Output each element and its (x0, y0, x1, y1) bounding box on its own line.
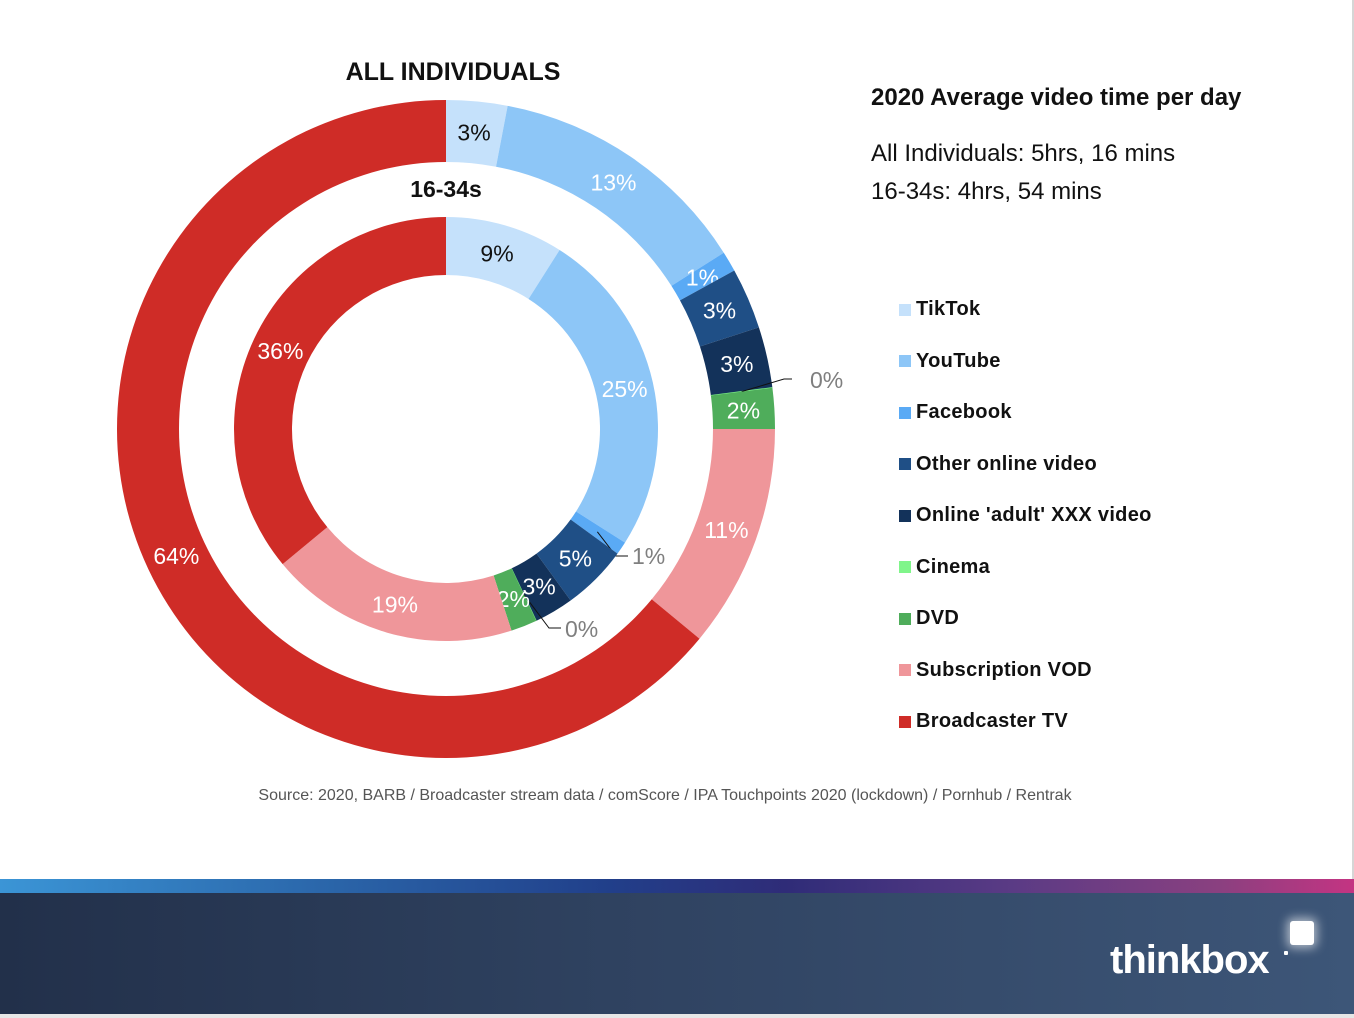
legend: TikTok YouTube Facebook Other online vid… (899, 284, 1152, 748)
outer-ring-slice-other-online-video (679, 270, 759, 347)
outer-ring-label-cinema: 0% (810, 367, 843, 393)
info-line-all-individuals: All Individuals: 5hrs, 16 mins (871, 140, 1176, 167)
inner-ring-title: 16-34s (410, 176, 482, 202)
footer-banner (0, 893, 1354, 1018)
inner-ring-label-facebook: 1% (632, 543, 665, 569)
outer-ring-label-youtube: 13% (590, 170, 636, 196)
footer-gradient-stripe (0, 879, 1354, 893)
outer-ring-slice-tiktok (446, 100, 508, 167)
legend-label: YouTube (916, 349, 1001, 372)
legend-item-dvd: DVD (899, 593, 1152, 645)
inner-ring-slice-subscription-vod (282, 527, 512, 641)
legend-item-tiktok: TikTok (899, 284, 1152, 336)
inner-ring-label-cinema: 0% (565, 616, 598, 642)
inner-ring-label-tiktok: 9% (480, 240, 513, 266)
outer-ring-slice-subscription-vod (651, 429, 775, 639)
logo-dot-icon (1284, 951, 1288, 955)
outer-ring-slice-youtube (496, 105, 724, 286)
outer-ring-slice-online-adult-xxx-video (699, 327, 773, 396)
legend-label: Online 'adult' XXX video (916, 504, 1152, 527)
inner-ring-label-subscription-vod: 19% (372, 592, 418, 618)
outer-ring-label-subscription-vod: 11% (704, 517, 748, 543)
legend-item-other-online-video: Other online video (899, 439, 1152, 491)
legend-item-adult-video: Online 'adult' XXX video (899, 490, 1152, 542)
logo-box-icon (1290, 921, 1314, 945)
legend-swatch (899, 458, 911, 471)
inner-ring-leader-line-cinema (523, 594, 561, 629)
nested-donut-chart: 3%13%1%3%3%0%2%11%64%9%25%1%5%3%0%2%19%3… (116, 99, 843, 758)
outer-ring-slice-broadcaster-tv (116, 99, 700, 758)
outer-ring-leader-line-cinema (741, 378, 792, 393)
inner-ring-slice-youtube (528, 250, 658, 543)
legend-swatch (899, 509, 911, 522)
outer-ring-label-online-adult-xxx-video: 3% (720, 351, 753, 377)
legend-swatch (899, 715, 911, 728)
legend-swatch (899, 561, 911, 574)
legend-item-broadcaster-tv: Broadcaster TV (899, 696, 1152, 748)
slide-edge (1352, 0, 1354, 880)
legend-swatch (899, 664, 911, 677)
inner-ring-label-broadcaster-tv: 36% (257, 338, 303, 364)
outer-ring-label-dvd: 2% (727, 397, 760, 423)
legend-label: Facebook (916, 401, 1012, 424)
inner-ring-label-online-adult-xxx-video: 3% (523, 574, 556, 600)
legend-item-cinema: Cinema (899, 542, 1152, 594)
inner-ring-slice-broadcaster-tv (233, 217, 446, 565)
legend-label: Subscription VOD (916, 658, 1092, 681)
legend-item-subscription-vod: Subscription VOD (899, 645, 1152, 697)
legend-swatch (899, 355, 911, 368)
footer-bottom-edge (0, 1014, 1354, 1018)
inner-ring-leader-line-facebook (596, 531, 628, 557)
inner-ring-label-other-online-video: 5% (559, 545, 592, 571)
outer-ring-label-other-online-video: 3% (703, 298, 736, 324)
thinkbox-logo: thinkbox (1110, 938, 1270, 982)
legend-item-facebook: Facebook (899, 387, 1152, 439)
outer-ring-slice-facebook (671, 252, 735, 301)
info-line-16-34s: 16-34s: 4hrs, 54 mins (871, 178, 1102, 205)
inner-ring-slice-other-online-video (536, 519, 618, 601)
legend-item-youtube: YouTube (899, 336, 1152, 388)
legend-label: Broadcaster TV (916, 710, 1069, 733)
legend-swatch (899, 303, 911, 316)
legend-swatch (899, 612, 911, 625)
info-title: 2020 Average video time per day (871, 84, 1242, 111)
inner-ring-slice-dvd (493, 568, 537, 631)
outer-ring-label-broadcaster-tv: 64% (153, 543, 199, 569)
inner-ring-label-youtube: 25% (602, 376, 648, 402)
outer-ring-label-tiktok: 3% (457, 119, 490, 145)
outer-ring-slice-dvd (710, 387, 776, 429)
inner-ring-slice-online-adult-xxx-video (511, 553, 571, 621)
source-note: Source: 2020, BARB / Broadcaster stream … (258, 787, 1072, 804)
chart-title: ALL INDIVIDUALS (345, 58, 561, 86)
inner-ring-slice-tiktok (446, 217, 560, 299)
legend-label: TikTok (916, 298, 981, 321)
legend-label: Other online video (916, 452, 1097, 475)
legend-swatch (899, 406, 911, 419)
legend-label: DVD (916, 607, 960, 630)
legend-label: Cinema (916, 555, 991, 578)
